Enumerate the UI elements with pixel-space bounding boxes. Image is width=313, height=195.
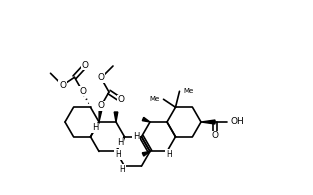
Text: H: H: [133, 132, 140, 141]
Text: Me: Me: [183, 88, 194, 94]
Text: H: H: [117, 138, 124, 147]
Text: H: H: [92, 123, 98, 132]
Text: O: O: [98, 102, 105, 111]
Polygon shape: [142, 152, 150, 156]
Polygon shape: [142, 117, 150, 122]
Text: O: O: [117, 96, 125, 105]
Polygon shape: [93, 122, 99, 131]
Text: H: H: [115, 150, 121, 159]
Text: O: O: [59, 81, 66, 90]
Text: O: O: [82, 61, 89, 70]
Text: H: H: [166, 150, 172, 159]
Polygon shape: [114, 112, 118, 122]
Text: OH: OH: [231, 118, 245, 127]
Text: H: H: [120, 165, 126, 174]
Text: Me: Me: [149, 96, 160, 102]
Text: O: O: [98, 74, 105, 82]
Polygon shape: [119, 137, 125, 145]
Polygon shape: [201, 120, 215, 124]
Polygon shape: [99, 106, 103, 122]
Text: O: O: [79, 87, 86, 96]
Text: O: O: [212, 131, 218, 141]
